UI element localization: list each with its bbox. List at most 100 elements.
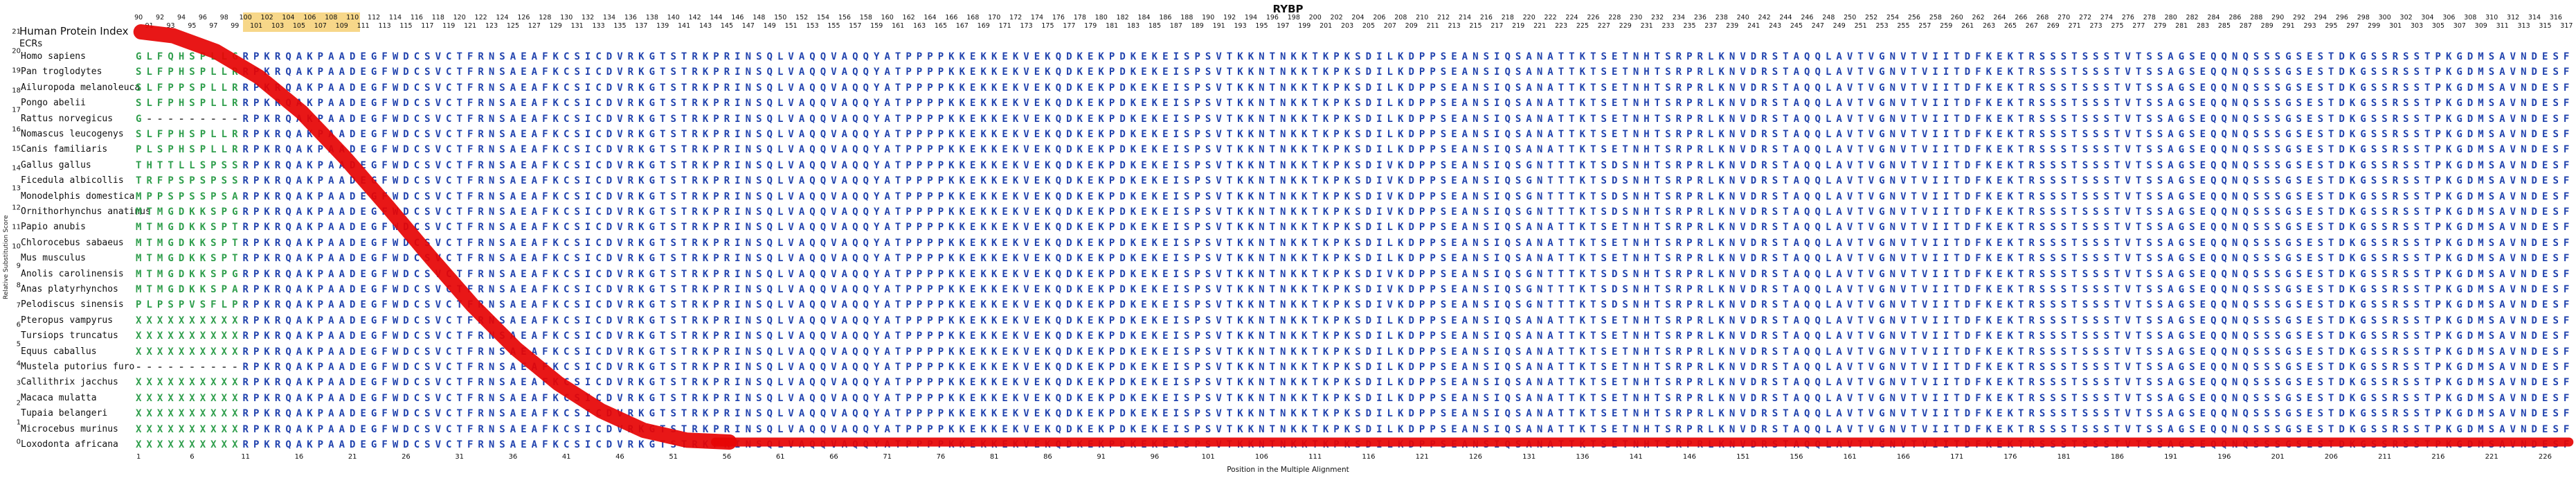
sequence-row: XXXXXXXXXXRPKRQAKPAADEGFWDCSVCTFRNSAEAFK… bbox=[136, 439, 2575, 450]
top-position-number: 214 bbox=[1458, 14, 1472, 21]
x-axis-tick: 21 bbox=[348, 453, 357, 461]
x-axis-tick: 171 bbox=[1950, 453, 1964, 461]
conserved-sequence: RPKRQAKPAADEGFWDCSVCTFRNSAEAFKCSICDVRKGT… bbox=[242, 268, 2575, 280]
x-axis-label: Position in the Multiple Alignment bbox=[1227, 466, 1349, 474]
top-position-number: 179 bbox=[1084, 22, 1097, 30]
top-position-number: 217 bbox=[1490, 22, 1504, 30]
top-position-number: 138 bbox=[645, 14, 658, 21]
x-axis-tick: 211 bbox=[2378, 453, 2392, 461]
top-position-number: 113 bbox=[378, 22, 391, 30]
sequence-row: SLFPHSPLLRRPKRQAKPAADEGFWDCSVCTFRNSAEAFK… bbox=[136, 129, 2575, 140]
sequence-row: THTTLLSPSSRPKRQAKPAADEGFWDCSVCTFRNSAEAFK… bbox=[136, 159, 2575, 171]
top-position-number: 293 bbox=[2303, 22, 2316, 30]
top-position-number: 198 bbox=[1287, 14, 1300, 21]
top-position-number: 128 bbox=[539, 14, 552, 21]
top-position-number: 218 bbox=[1501, 14, 1514, 21]
top-position-number: 272 bbox=[2079, 14, 2092, 21]
x-axis-tick: 36 bbox=[508, 453, 518, 461]
top-position-number: 204 bbox=[1351, 14, 1364, 21]
top-position-number: 166 bbox=[945, 14, 958, 21]
top-position-number: 94 bbox=[177, 14, 186, 21]
x-axis-tick: 221 bbox=[2485, 453, 2498, 461]
sequence-row: XXXXXXXXXXRPKRQAKPAADEGFWDCSVCTFRNSAEAFK… bbox=[136, 392, 2575, 404]
conserved-sequence: RPKRQAKPAADEGFWDCSVCTFRNSAEAFKCSICDVRKGT… bbox=[242, 144, 2575, 156]
top-position-number: 220 bbox=[1522, 14, 1535, 21]
top-position-number: 110 bbox=[346, 14, 359, 21]
top-position-number: 245 bbox=[1790, 22, 1803, 30]
x-axis-tick: 1 bbox=[136, 453, 141, 461]
top-position-number: 269 bbox=[2046, 22, 2060, 30]
species-name: Loxodonta africana bbox=[21, 439, 118, 450]
species-name: Macaca mulatta bbox=[21, 392, 97, 403]
sequence-row: XXXXXXXXXXRPKRQAKPAADEGFWDCSVCTFRNSAEAFK… bbox=[136, 315, 2575, 326]
top-position-number: 159 bbox=[870, 22, 883, 30]
sequence-row: XXXXXXXXXXRPKRQAKPAADEGFWDCSVCTFRNSAEAFK… bbox=[136, 346, 2575, 358]
top-position-number: 125 bbox=[506, 22, 520, 30]
top-position-number: 274 bbox=[2100, 14, 2114, 21]
top-position-number: 104 bbox=[282, 14, 295, 21]
x-axis-tick: 6 bbox=[190, 453, 195, 461]
top-position-number: 208 bbox=[1394, 14, 1407, 21]
species-name: Papio anubis bbox=[21, 222, 86, 233]
top-position-number: 152 bbox=[795, 14, 809, 21]
top-position-number: 109 bbox=[335, 22, 348, 30]
top-position-number: 235 bbox=[1683, 22, 1696, 30]
ecrs-label: ECRs bbox=[19, 39, 43, 49]
top-position-number: 286 bbox=[2228, 14, 2242, 21]
top-position-number: 289 bbox=[2260, 22, 2273, 30]
human-protein-index-label: Human Protein Index bbox=[19, 25, 129, 37]
top-position-number: 135 bbox=[613, 22, 627, 30]
top-position-number: 310 bbox=[2485, 14, 2498, 21]
species-name: Microcebus murinus bbox=[21, 423, 118, 434]
x-axis-tick: 166 bbox=[1896, 453, 1910, 461]
top-position-number: 221 bbox=[1533, 22, 1547, 30]
top-position-number: 207 bbox=[1383, 22, 1396, 30]
top-position-number: 277 bbox=[2132, 22, 2145, 30]
top-position-number: 106 bbox=[303, 14, 316, 21]
top-position-number: 132 bbox=[582, 14, 595, 21]
top-position-number: 157 bbox=[849, 22, 862, 30]
conserved-sequence: RPKRQAKPAADEGFWDCSVCTFRNSAEAFKCSICDVRKGT… bbox=[242, 377, 2575, 389]
top-position-number: 216 bbox=[1479, 14, 1493, 21]
y-axis-tick: 17 bbox=[12, 106, 21, 114]
top-position-number: 238 bbox=[1715, 14, 1728, 21]
top-position-number: 248 bbox=[1822, 14, 1835, 21]
top-position-number: 302 bbox=[2399, 14, 2413, 21]
top-position-number: 108 bbox=[325, 14, 338, 21]
top-position-number: 91 bbox=[145, 22, 154, 30]
top-position-number: 268 bbox=[2036, 14, 2049, 21]
top-position-number: 185 bbox=[1148, 22, 1162, 30]
top-position-number: 155 bbox=[827, 22, 840, 30]
top-position-number: 172 bbox=[1009, 14, 1023, 21]
species-name: Ailuropoda melanoleuca bbox=[21, 82, 141, 93]
top-position-number: 295 bbox=[2325, 22, 2338, 30]
top-position-number: 244 bbox=[1779, 14, 1792, 21]
species-name: Mus musculus bbox=[21, 253, 86, 264]
conserved-sequence: RPKRQAKPAADEGFWDCSVCTFRNSAEAFKCSICDVRKGT… bbox=[242, 362, 2575, 373]
top-position-number: 261 bbox=[1961, 22, 1974, 30]
species-name: Anas platyrhynchos bbox=[21, 284, 118, 294]
species-name: Anolis carolinensis bbox=[21, 268, 124, 279]
sequence-row: XXXXXXXXXXRPKRQAKPAADEGFWDCSVCTFRNSAEAFK… bbox=[136, 330, 2575, 342]
top-position-number: 259 bbox=[1940, 22, 1953, 30]
top-position-number: 296 bbox=[2335, 14, 2348, 21]
x-axis-tick: 86 bbox=[1043, 453, 1052, 461]
top-position-number: 258 bbox=[1929, 14, 1942, 21]
conserved-sequence: RPKRQAKPAADEGFWDCSVCTFRNSAEAFKCSICDVRKGT… bbox=[242, 315, 2575, 326]
x-axis-tick: 226 bbox=[2538, 453, 2552, 461]
sequence-row: MTMGDKKSPTRPKRQAKPAADEGFWDCSVCTFRNSAEAFK… bbox=[136, 253, 2575, 265]
top-position-number: 284 bbox=[2207, 14, 2220, 21]
x-axis-tick: 71 bbox=[883, 453, 892, 461]
sequence-row: MTMGDKKSPARPKRQAKPAADEGFWDCSVCTFRNSAEAFK… bbox=[136, 284, 2575, 295]
top-position-number: 283 bbox=[2196, 22, 2210, 30]
top-position-number: 154 bbox=[816, 14, 830, 21]
y-axis-tick: 11 bbox=[12, 223, 21, 231]
x-axis-tick: 121 bbox=[1415, 453, 1429, 461]
top-position-number: 299 bbox=[2368, 22, 2381, 30]
top-position-number: 99 bbox=[231, 22, 240, 30]
x-axis-tick: 41 bbox=[561, 453, 571, 461]
species-name: Mustela putorius furo bbox=[21, 362, 135, 372]
top-position-number: 287 bbox=[2239, 22, 2252, 30]
y-axis-tick: 18 bbox=[12, 87, 21, 95]
species-name: Pteropus vampyrus bbox=[21, 315, 114, 326]
